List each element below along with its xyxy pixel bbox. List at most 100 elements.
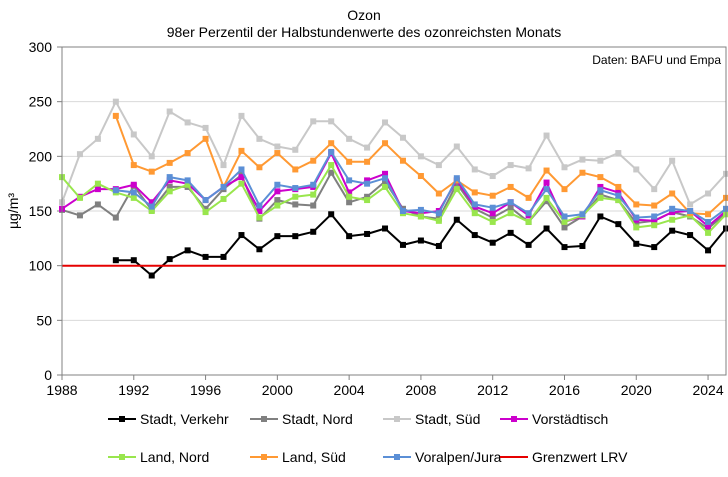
point-stadt-verkehr-1998: [238, 232, 245, 239]
point-stadt-s-d-2007: [399, 134, 406, 141]
point-land-nord-2014: [525, 218, 532, 225]
point-vorst-dtisch-2004: [346, 189, 353, 196]
point-stadt-verkehr-2021: [651, 244, 658, 251]
point-stadt-verkehr-2009: [435, 242, 442, 249]
point-land-s-d-2022: [669, 190, 676, 197]
point-land-s-d-1998: [238, 147, 245, 154]
point-stadt-verkehr-1991: [112, 257, 119, 264]
point-land-nord-2024: [705, 229, 712, 236]
point-stadt-verkehr-2002: [310, 228, 317, 235]
point-stadt-nord-1990: [94, 201, 101, 208]
point-stadt-s-d-2004: [346, 135, 353, 142]
point-stadt-verkehr-2004: [346, 233, 353, 240]
point-stadt-s-d-2008: [417, 153, 424, 160]
point-stadt-verkehr-1996: [202, 253, 209, 260]
point-stadt-nord-2003: [328, 169, 335, 176]
point-stadt-verkehr-2023: [687, 232, 694, 239]
point-stadt-verkehr-1997: [220, 253, 227, 260]
point-stadt-s-d-2022: [669, 157, 676, 164]
point-voralpen-jura-2001: [292, 185, 299, 192]
point-land-s-d-2012: [489, 192, 496, 199]
point-land-nord-1999: [256, 214, 263, 221]
point-stadt-nord-2002: [310, 202, 317, 209]
point-vorst-dtisch-2019: [615, 189, 622, 196]
point-voralpen-jura-1992: [130, 189, 137, 196]
series-land-s-d: [112, 112, 728, 218]
chart-subtitle: 98er Perzentil der Halbstundenwerte des …: [167, 24, 562, 40]
point-stadt-nord-1989: [76, 212, 83, 219]
point-voralpen-jura-2007: [399, 208, 406, 214]
point-stadt-s-d-2011: [471, 166, 478, 173]
point-land-nord-2001: [292, 193, 299, 200]
legend-swatch-marker-voralpen-jura: [394, 454, 400, 460]
point-vorst-dtisch-2021: [651, 217, 658, 224]
point-voralpen-jura-2006: [382, 175, 389, 182]
point-land-s-d-2018: [597, 174, 604, 181]
point-stadt-nord-2018: [597, 191, 604, 198]
point-stadt-verkehr-2024: [705, 247, 712, 254]
legend-label-stadt-s-d: Stadt, Süd: [415, 411, 480, 427]
point-voralpen-jura-1995: [184, 177, 191, 184]
point-stadt-s-d-1992: [130, 131, 137, 138]
point-vorst-dtisch-2015: [543, 179, 550, 186]
point-vorst-dtisch-2022: [669, 209, 676, 216]
point-stadt-nord-2000: [274, 197, 281, 204]
legend-label-land-nord: Land, Nord: [140, 449, 209, 465]
point-stadt-nord-1996: [202, 205, 209, 212]
legend-label-vorst-dtisch: Vorstädtisch: [532, 411, 608, 427]
point-land-nord-2019: [615, 197, 622, 204]
point-stadt-nord-2016: [561, 224, 568, 231]
point-stadt-nord-2004: [346, 199, 353, 206]
x-tick-label-2004: 2004: [334, 382, 365, 398]
legend-label-voralpen-jura: Voralpen/Jura: [415, 449, 502, 465]
point-land-s-d-2002: [310, 157, 317, 164]
point-land-nord-1994: [166, 188, 173, 195]
point-land-nord-2016: [561, 218, 568, 225]
x-tick-label-1992: 1992: [118, 382, 149, 398]
point-voralpen-jura-2000: [274, 181, 281, 188]
point-land-s-d-2000: [274, 150, 281, 157]
y-tick-label-200: 200: [29, 148, 53, 164]
point-stadt-s-d-2006: [382, 119, 389, 126]
point-vorst-dtisch-2018: [597, 183, 604, 190]
point-voralpen-jura-1999: [256, 202, 263, 209]
point-voralpen-jura-2002: [310, 181, 317, 188]
point-stadt-nord-1991: [112, 214, 119, 221]
point-stadt-nord-2006: [382, 178, 389, 185]
point-vorst-dtisch-2000: [274, 188, 281, 195]
point-stadt-nord-2005: [364, 193, 371, 200]
point-voralpen-jura-2018: [597, 187, 604, 194]
point-voralpen-jura-2016: [561, 213, 568, 220]
x-tick-label-1988: 1988: [46, 382, 77, 398]
point-land-s-d-2024: [705, 211, 712, 218]
point-stadt-verkehr-2022: [669, 227, 676, 234]
legend-item-stadt-verkehr: Stadt, Verkehr: [108, 411, 229, 427]
point-land-s-d-1991: [112, 112, 119, 119]
legend-swatch-marker-stadt-verkehr: [119, 416, 125, 422]
y-tick-label-0: 0: [44, 367, 52, 383]
point-stadt-s-d-2020: [633, 166, 640, 173]
point-stadt-verkehr-2000: [274, 233, 281, 240]
point-stadt-verkehr-1995: [184, 247, 191, 254]
legend-item-land-nord: Land, Nord: [108, 449, 209, 465]
point-stadt-verkehr-2019: [615, 221, 622, 228]
point-voralpen-jura-2022: [669, 205, 676, 212]
legend-item-voralpen-jura: Voralpen/Jura: [383, 449, 502, 465]
point-land-s-d-2009: [435, 190, 442, 197]
point-stadt-verkehr-2011: [471, 232, 478, 239]
point-vorst-dtisch-1992: [130, 181, 137, 188]
x-tick-label-2012: 2012: [477, 382, 508, 398]
point-stadt-nord-2015: [543, 198, 550, 205]
point-land-nord-1995: [184, 181, 191, 188]
point-voralpen-jura-2014: [525, 210, 532, 217]
point-stadt-s-d-1991: [112, 98, 119, 105]
point-stadt-nord-2012: [489, 214, 496, 221]
series-line-vorst-dtisch: [61, 152, 727, 228]
point-land-nord-2002: [310, 191, 317, 198]
y-tick-label-300: 300: [29, 39, 53, 55]
point-land-s-d-1992: [130, 162, 137, 169]
point-stadt-s-d-1993: [148, 153, 155, 160]
point-land-s-d-1996: [202, 135, 209, 142]
point-stadt-verkehr-1993: [148, 272, 155, 279]
point-stadt-s-d-1995: [184, 119, 191, 126]
